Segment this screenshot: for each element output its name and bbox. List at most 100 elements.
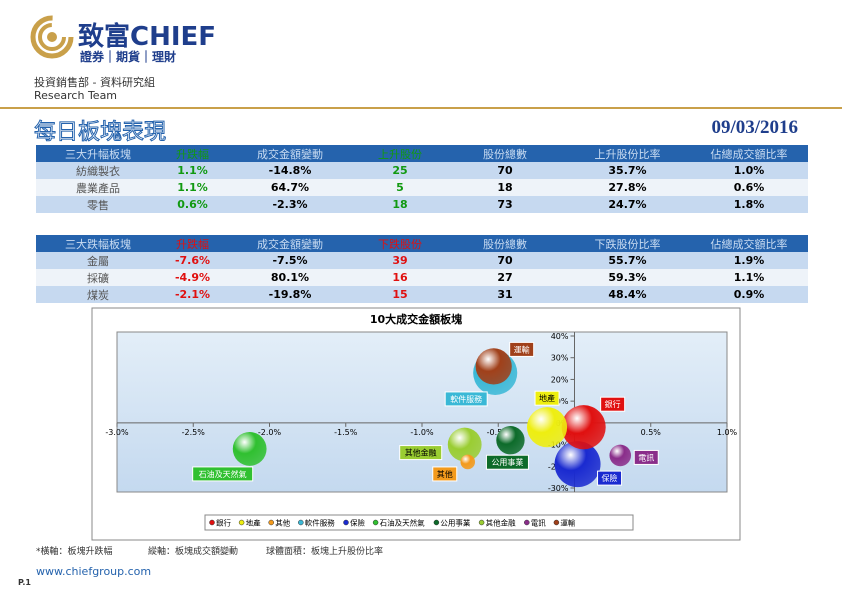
bubble-label: 地產 [539, 393, 555, 403]
x-tick-label: -0.5% [487, 428, 511, 437]
plot-area [116, 331, 728, 493]
bubble [460, 454, 476, 470]
legend-label: 公用事業 [440, 518, 470, 528]
x-tick-label: 0.5% [641, 428, 662, 437]
legend-marker [553, 519, 560, 526]
chart-title: 10大成交金額板塊 [370, 312, 462, 326]
bubble-label-bg [534, 390, 560, 406]
falling-table: 三大跌幅板塊 升跌幅 成交金額變動 下跌股份 股份總數 下跌股份比率 佔總成交額比率 金屬 -7… [36, 235, 808, 303]
table-cell: 金屬 [36, 252, 160, 269]
table-cell: 升跌幅 [160, 235, 225, 252]
bubble [447, 427, 482, 462]
table-cell: 64.7% [225, 179, 355, 196]
bubble-label-bg [432, 466, 458, 482]
legend-marker [478, 519, 485, 526]
table-cell: -4.9% [160, 269, 225, 286]
table-cell: 70 [445, 162, 565, 179]
table-cell: 59.3% [565, 269, 690, 286]
table-cell: 採礦 [36, 269, 160, 286]
bubble-label-bg [444, 391, 488, 407]
legend-label: 其他 [275, 518, 290, 528]
table-cell: 煤炭 [36, 286, 160, 303]
table-row: 金屬 -7.6% -7.5% 39 70 55.7% 1.9% [36, 252, 808, 269]
x-tick-label: -2.0% [258, 428, 282, 437]
table-cell: 55.7% [565, 252, 690, 269]
header-rule [0, 107, 842, 109]
table-row: 三大跌幅板塊 升跌幅 成交金額變動 下跌股份 股份總數 下跌股份比率 佔總成交額比率 [36, 235, 808, 252]
table-cell: 上升股份比率 [565, 145, 690, 162]
table-cell: -2.1% [160, 286, 225, 303]
y-tick-label: 40% [551, 332, 569, 341]
bubble-label-bg [633, 449, 659, 465]
bubble [526, 407, 568, 448]
legend-marker [372, 519, 379, 526]
table-row: 煤炭 -2.1% -19.8% 15 31 48.4% 0.9% [36, 286, 808, 303]
chart: 10大成交金額板塊 -3.0% -2.5% -2.0% -1.5% -1.0% -0.5%… [91, 307, 741, 541]
y-tick-label: 20% [551, 375, 569, 384]
table-cell: 1.1% [160, 162, 225, 179]
bubble-label: 保險 [602, 473, 618, 483]
x-tick-label: -1.5% [334, 428, 358, 437]
rising-table: 三大升幅板塊 升跌幅 成交金額變動 上升股份 股份總數 上升股份比率 佔總成交額比率 紡織製衣… [36, 145, 808, 213]
bubble-label: 電訊 [638, 452, 654, 462]
table-cell: 升跌幅 [160, 145, 225, 162]
table-cell: -14.8% [225, 162, 355, 179]
table-cell: 股份總數 [445, 145, 565, 162]
team: Research Team [34, 89, 118, 102]
x-tick-label: -2.5% [182, 428, 206, 437]
bubble-label: 公用事業 [491, 457, 523, 467]
legend-label: 地產 [246, 518, 261, 528]
table-cell: 下跌股份比率 [565, 235, 690, 252]
legend [204, 514, 634, 531]
table-cell: 31 [445, 286, 565, 303]
footnote-y: 縱軸：板塊成交額變動 [148, 547, 239, 557]
y-tick-label: 10% [551, 397, 569, 406]
table-cell: 1.1% [690, 269, 808, 286]
table-cell: 佔總成交額比率 [690, 235, 808, 252]
x-tick-label: -1.0% [410, 428, 434, 437]
bubble-label-bg [600, 396, 626, 412]
legend-label: 其他金融 [486, 518, 516, 528]
bubble-label: 其他 [437, 469, 453, 479]
legend-label: 電訊 [531, 518, 546, 528]
table-cell: 1.9% [690, 252, 808, 269]
table-cell: 上升股份 [355, 145, 445, 162]
legend-marker [433, 519, 440, 526]
bubble [554, 441, 601, 488]
bubble [561, 405, 606, 450]
x-tick-label: -3.0% [105, 428, 129, 437]
table-cell: 1.8% [690, 196, 808, 213]
logo-text: 致富CHIEF [78, 22, 217, 52]
legend-label: 運輸 [560, 518, 575, 528]
bubble-label-bg [485, 454, 529, 470]
bubble-label: 其他金融 [405, 448, 437, 458]
bubble-label-bg [509, 341, 535, 357]
bubble-label-bg [597, 470, 623, 486]
legend-marker [298, 519, 304, 526]
table-row: 農業產品 1.1% 64.7% 5 18 27.8% 0.6% [36, 179, 808, 196]
table-cell: -7.5% [225, 252, 355, 269]
table-cell: 18 [355, 196, 445, 213]
table-cell: 35.7% [565, 162, 690, 179]
table-cell: -19.8% [225, 286, 355, 303]
logo-mark [30, 15, 74, 59]
table-cell: 零售 [36, 196, 160, 213]
table-cell: 農業產品 [36, 179, 160, 196]
table-cell: 24.7% [565, 196, 690, 213]
table-cell: 佔總成交額比率 [690, 145, 808, 162]
bubble-label: 石油及天然氣 [199, 469, 247, 479]
table-cell: 16 [355, 269, 445, 286]
legend-marker [238, 519, 245, 526]
table-cell: 成交金額變動 [225, 145, 355, 162]
legend-marker [343, 519, 349, 526]
y-tick-label: 30% [551, 354, 569, 363]
footnote-x: *橫軸：板塊升跌幅 [36, 547, 113, 557]
table-cell: 25 [355, 162, 445, 179]
page-number: P.1 [18, 578, 31, 587]
table-cell: 三大升幅板塊 [36, 145, 160, 162]
table-cell: 1.1% [160, 179, 225, 196]
table-cell: 下跌股份 [355, 235, 445, 252]
legend-marker [209, 519, 215, 526]
legend-marker [268, 519, 274, 526]
bubble-label-bg [399, 445, 443, 461]
